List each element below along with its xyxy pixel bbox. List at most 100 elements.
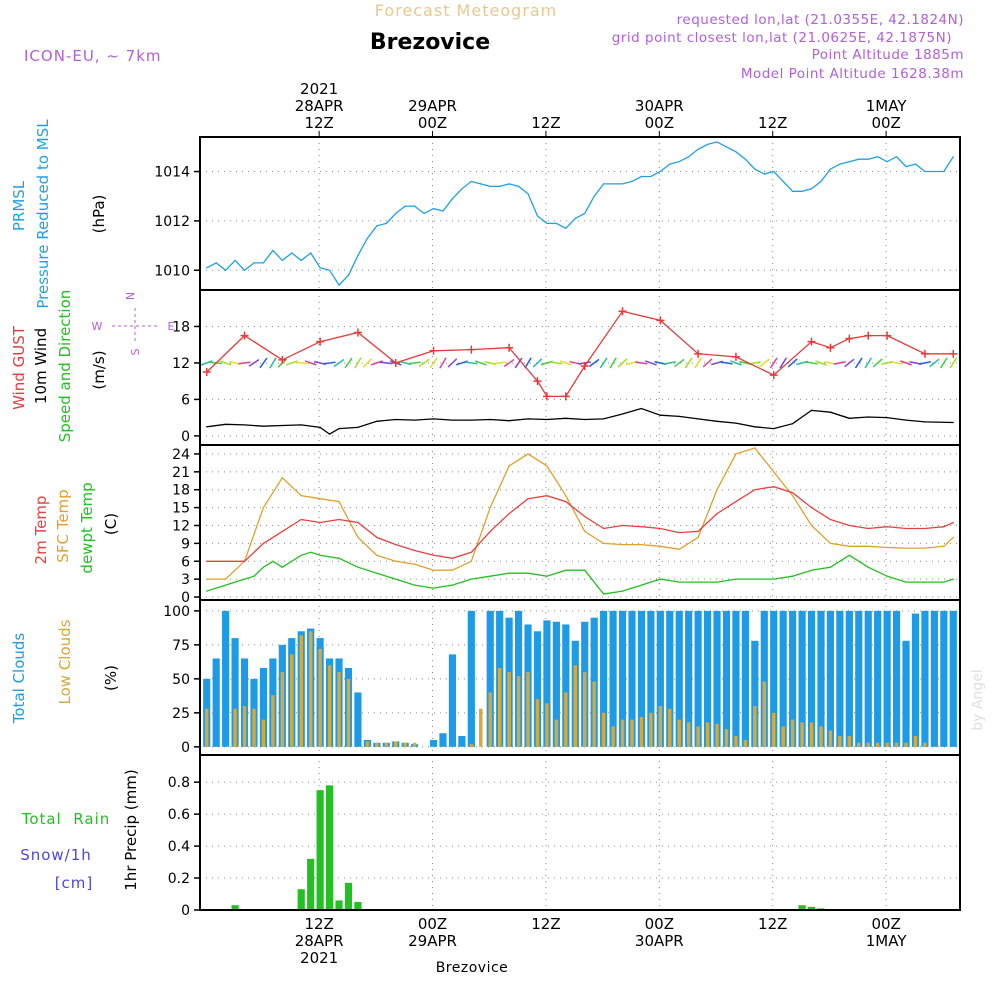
wind-arrow-26 <box>447 358 458 368</box>
pressure-point-36 <box>546 222 548 224</box>
dewpt-point-17 <box>470 578 472 580</box>
total-cloud-bar-30 <box>486 610 494 747</box>
pressure-point-28 <box>470 180 472 183</box>
dewpt-point-39 <box>886 575 888 577</box>
temp-2m-point-2 <box>262 542 265 544</box>
credit-watermark: by Angel <box>970 669 986 730</box>
pressure-ytick-label-0: 1010 <box>154 263 190 279</box>
wind-speed-point-37 <box>886 417 888 419</box>
low-cloud-bar-19 <box>384 742 388 747</box>
temp-sfc-point-25 <box>678 548 680 550</box>
low-cloud-bar-58 <box>753 706 757 747</box>
total-cloud-bar-60 <box>770 610 778 747</box>
total-cloud-bar-3 <box>231 638 239 747</box>
pressure-grid <box>200 137 960 290</box>
wind-arrow-53 <box>702 358 713 368</box>
top-axis-label-5-0: 1MAY <box>866 97 908 115</box>
wind-arrow-51 <box>684 357 693 369</box>
wind-arrow-59 <box>759 358 770 368</box>
low-cloud-bar-32 <box>507 672 511 747</box>
temp-2m-point-11 <box>432 554 435 556</box>
wind-gust-point-6 <box>429 346 438 355</box>
wind-speed-point-31 <box>773 427 775 430</box>
temp-2m-point-19 <box>584 515 586 518</box>
total-cloud-bar-73 <box>892 610 901 747</box>
wind-arrow-34 <box>524 357 532 369</box>
snow-unit-label: [cm] <box>55 874 94 892</box>
low-cloud-bar-40 <box>583 672 587 747</box>
temp-sfc-point-6 <box>319 498 321 500</box>
wind-gust-point-13 <box>618 307 627 316</box>
total-cloud-bar-48 <box>656 610 664 747</box>
total-cloud-bar-6 <box>259 667 268 747</box>
pressure-point-61 <box>782 180 784 183</box>
wind-gust-point-11 <box>561 392 570 401</box>
wind-gust-point-22 <box>883 331 892 340</box>
pressure-point-8 <box>281 259 283 261</box>
total-cloud-bar-75 <box>911 613 920 747</box>
low-cloud-bar-6 <box>261 719 266 747</box>
low-cloud-bar-68 <box>847 735 852 747</box>
low-cloud-bar-73 <box>894 742 899 747</box>
bottom-axis-label-4-0: 12Z <box>758 915 787 933</box>
wind-gust-point-4 <box>353 328 362 337</box>
pressure-point-21 <box>404 205 406 207</box>
pressure-point-15 <box>347 274 350 276</box>
temp-sfc-point-8 <box>357 536 359 539</box>
pressure-point-5 <box>253 262 255 264</box>
wind-gust-point-19 <box>826 343 835 352</box>
wind-arrow-68 <box>844 358 855 368</box>
bottom-axis-label-0-1: 28APR <box>295 932 344 950</box>
temp-sfc-point-9 <box>376 554 378 556</box>
wind-arrow-7 <box>269 357 277 369</box>
wind-arrow-73 <box>890 361 903 365</box>
pressure-ytick-label-2: 1014 <box>154 165 190 181</box>
temp-ytick-label-2: 6 <box>181 554 190 570</box>
total-cloud-bar-70 <box>864 610 872 747</box>
low-clouds-label: Low Clouds <box>56 619 74 704</box>
pressure-point-72 <box>886 161 888 163</box>
wind-speed-point-21 <box>584 418 586 421</box>
total-cloud-bar-53 <box>703 610 712 747</box>
wind-ytick-label-0: 0 <box>181 429 190 445</box>
precip-bar-16 <box>354 902 362 910</box>
low-cloud-bar-43 <box>611 726 615 747</box>
low-cloud-bar-17 <box>365 741 370 747</box>
pressure-point-76 <box>924 170 926 173</box>
low-cloud-bar-66 <box>828 730 833 747</box>
precip-frame <box>199 754 961 911</box>
pressure-point-17 <box>366 237 368 239</box>
temp-sfc-point-10 <box>395 560 397 562</box>
wind-speed-point-9 <box>357 426 359 428</box>
wind-arrow-41 <box>588 358 600 368</box>
total-cloud-bar-42 <box>600 610 608 747</box>
wind-speed-point-6 <box>319 426 321 428</box>
pressure-point-32 <box>508 183 510 185</box>
wind-arrow-29 <box>474 360 487 366</box>
model-altitude: Model Point Altitude 1628.38m <box>741 66 964 82</box>
total-cloud-bar-46 <box>637 610 646 747</box>
bottom-location: Brezovice <box>436 960 509 976</box>
low-cloud-bar-55 <box>724 729 729 747</box>
precip-bar-13 <box>325 785 334 910</box>
wind-arrow-60 <box>769 357 778 369</box>
total-cloud-bar-49 <box>666 610 674 747</box>
precip-bar-14 <box>335 900 343 910</box>
precip-ytick-label-4: 0.8 <box>168 775 190 791</box>
wind-gust-point-2 <box>278 355 287 364</box>
wind-speed-point-34 <box>829 411 832 413</box>
total-cloud-bar-37 <box>552 621 560 747</box>
dewpt-point-19 <box>508 572 510 574</box>
wind-arrow-43 <box>609 357 617 369</box>
temp-sfc-point-32 <box>810 524 813 527</box>
pressure-point-10 <box>300 259 302 261</box>
precip-bar-64 <box>807 906 816 910</box>
precip-ytick-label-0: 0 <box>181 903 190 919</box>
pressure-point-46 <box>640 175 643 178</box>
total-cloud-bar-61 <box>779 610 787 747</box>
total-cloud-bar-65 <box>817 610 825 747</box>
dewpt-point-7 <box>300 554 302 556</box>
wind-speed-point-19 <box>546 418 548 421</box>
pressure-point-44 <box>621 183 624 185</box>
